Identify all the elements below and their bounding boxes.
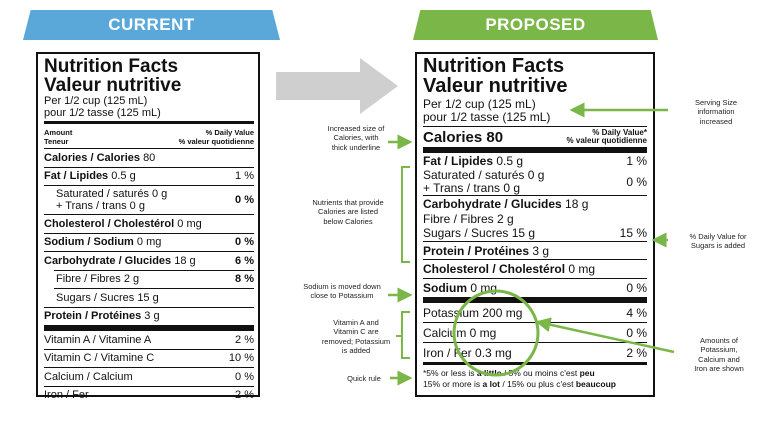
proposed-fibre-row: Fibre / Fibres 2 g xyxy=(423,211,514,226)
annotation-serving: Serving Size information increased xyxy=(694,98,738,126)
proposed-title-en: Nutrition Facts xyxy=(423,55,565,77)
proposed-dv-header: % Daily Value* % valeur quotidienne xyxy=(566,127,647,146)
current-vitamin-c-row: Vitamin C / Vitamine C 10 % xyxy=(44,352,254,365)
current-banner: CURRENT xyxy=(23,10,280,40)
proposed-serving-fr: pour 1/2 tasse (125 mL) xyxy=(423,110,551,125)
annotation-sodium: Sodium is moved down close to Potassium xyxy=(303,282,381,301)
current-calcium-row: Calcium / Calcium 0 % xyxy=(44,370,254,383)
current-dv-header: Amount Teneur % Daily Value % valeur quo… xyxy=(44,124,254,148)
annotation-calories: Increased size of Calories, with thick und… xyxy=(327,124,385,152)
annotation-quick-rule: Quick rule xyxy=(347,374,381,383)
current-sat-trans-row: Saturated / saturés 0 g + Trans / trans 0… xyxy=(56,187,254,213)
current-cholesterol-row: Cholesterol / Cholestérol 0 mg xyxy=(44,217,202,230)
annotation-amounts: Amounts of Potassium, Calcium and Iron are … xyxy=(694,336,744,374)
proposed-fat-row: Fat / Lipides 0.5 g 1 % xyxy=(423,154,647,169)
annotation-nutrients: Nutrients that provide Calories are liste… xyxy=(312,198,384,226)
vq-label: % valeur quotidienne xyxy=(178,136,254,146)
current-calories-row: Calories / Calories 80 xyxy=(44,151,156,164)
teneur-label: Teneur xyxy=(44,136,69,146)
amount-label: Amount xyxy=(44,127,73,137)
annotation-sugars: % Daily Value for Sugars is added xyxy=(689,232,747,251)
proposed-serving-en: Per 1/2 cup (125 mL) xyxy=(423,97,536,111)
proposed-calories: Calories 80 xyxy=(423,128,504,146)
current-title-fr: Valeur nutritive xyxy=(44,75,182,96)
current-vitamin-a-row: Vitamin A / Vitamine A 2 % xyxy=(44,333,254,346)
current-sodium-row: Sodium / Sodium 0 mg 0 % xyxy=(44,236,254,249)
current-protein-row: Protein / Protéines 3 g xyxy=(44,310,160,323)
proposed-carb-row: Carbohydrate / Glucides 18 g xyxy=(423,197,589,212)
proposed-banner: PROPOSED xyxy=(413,10,658,40)
proposed-potassium-row: Potassium 200 mg 4 % xyxy=(423,305,647,320)
dv-label: % Daily Value xyxy=(205,127,254,137)
current-fibre-row: Fibre / Fibres 2 g 8 % xyxy=(56,273,254,286)
proposed-iron-row: Iron / Fer 0.3 mg 2 % xyxy=(423,345,647,360)
current-serving-en: Per 1/2 cup (125 mL) xyxy=(44,95,148,107)
current-title-en: Nutrition Facts xyxy=(44,56,179,77)
proposed-cholesterol-row: Cholesterol / Cholestérol 0 mg xyxy=(423,262,596,277)
current-fat-row: Fat / Lipides 0.5 g 1 % xyxy=(44,170,254,183)
proposed-sugars-row: Sugars / Sucres 15 g 15 % xyxy=(423,226,647,241)
proposed-calories-row: Calories 80 % Daily Value* % valeur quot… xyxy=(423,127,647,147)
current-carb-row: Carbohydrate / Glucides 18 g 6 % xyxy=(44,254,254,267)
proposed-protein-row: Protein / Protéines 3 g xyxy=(423,243,550,258)
current-label: Nutrition Facts Valeur nutritive Per 1/2… xyxy=(36,52,260,401)
proposed-title-fr: Valeur nutritive xyxy=(423,75,568,97)
proposed-calcium-row: Calcium 0 mg 0 % xyxy=(423,325,647,340)
annotation-vitamins: Vitamin A and Vitamin C are removed; Potas… xyxy=(321,318,391,356)
current-iron-row: Iron / Fer 2 % xyxy=(44,389,254,402)
proposed-sat-trans-row: Saturated / saturés 0 g + Trans / trans 0… xyxy=(423,168,647,196)
current-sugars-row: Sugars / Sucres 15 g xyxy=(56,291,159,304)
current-serving-fr: pour 1/2 tasse (125 mL) xyxy=(44,107,161,120)
